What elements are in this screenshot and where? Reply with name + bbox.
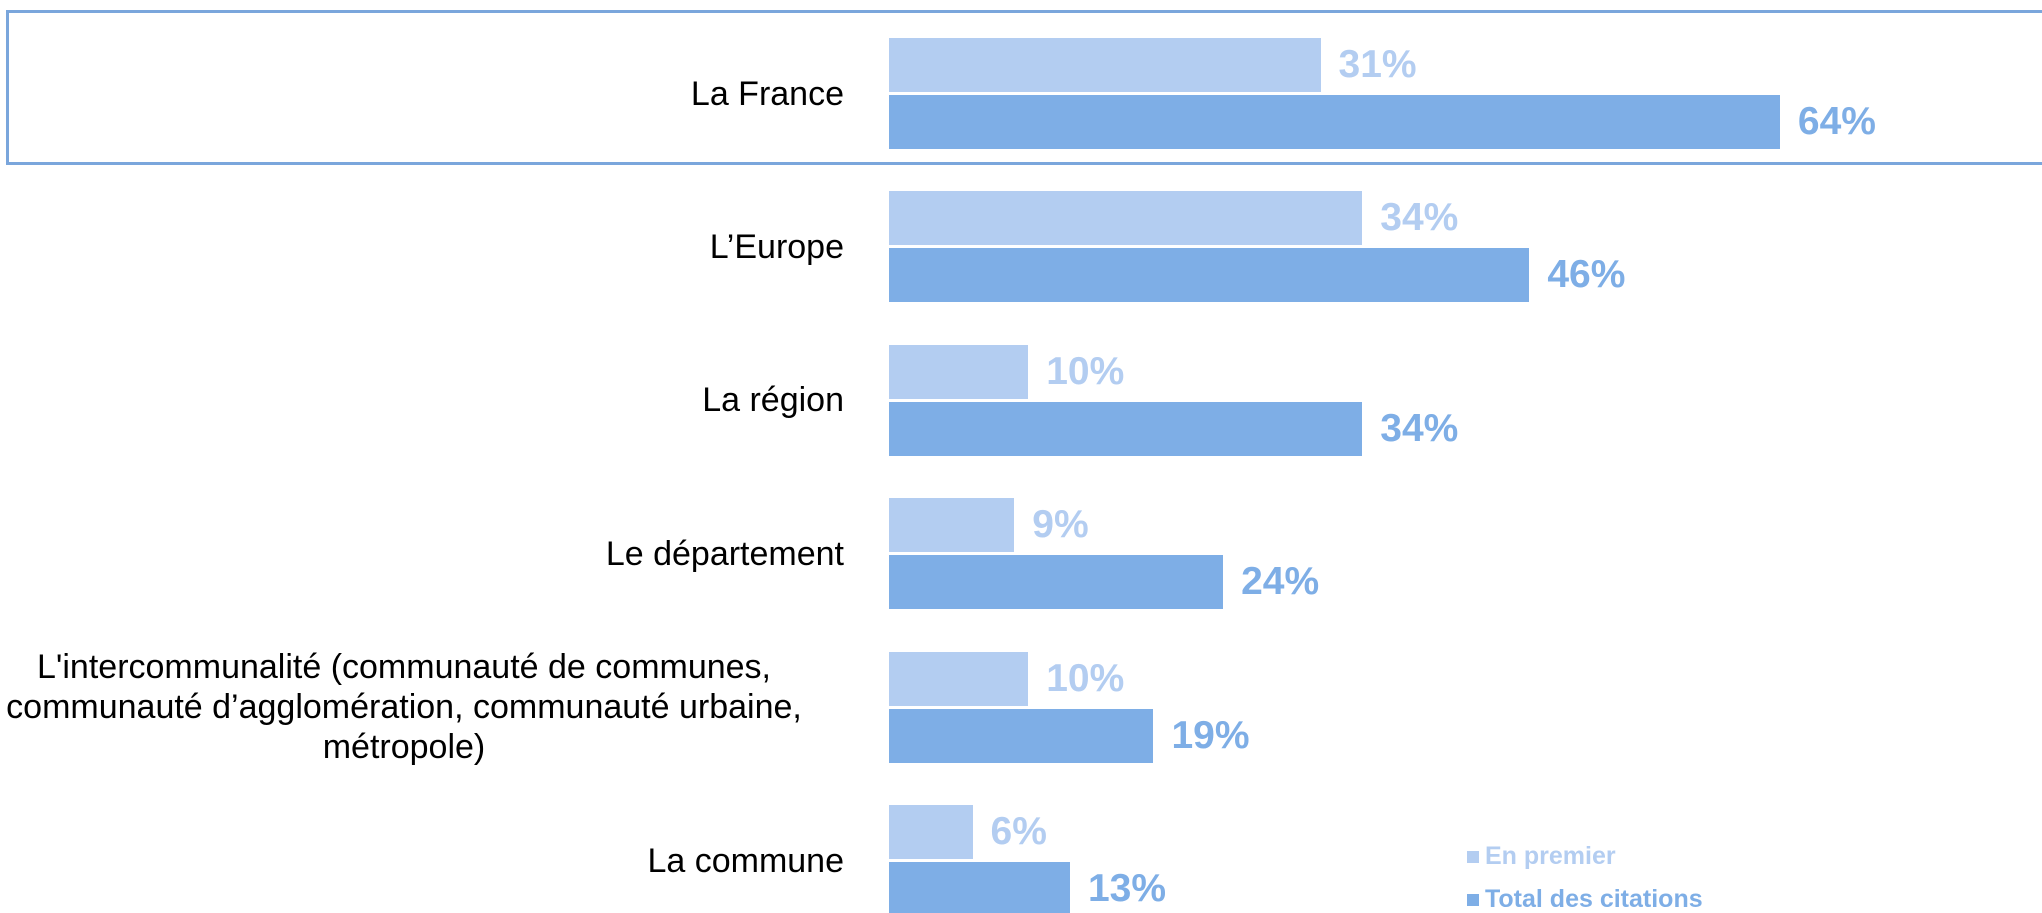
value-label: 34% [1380, 406, 1459, 450]
value-label: 19% [1171, 713, 1250, 757]
category-label: La région [0, 345, 844, 456]
category-text: Le département [605, 534, 844, 573]
value-label: 46% [1547, 253, 1626, 297]
bar [889, 555, 1224, 610]
legend-entry: Total des citations [1467, 885, 1703, 913]
category-label: L'intercommunalité (communauté de commun… [0, 648, 844, 766]
value-label: 6% [990, 810, 1047, 853]
bar [889, 651, 1029, 706]
category-label: Le département [0, 498, 844, 609]
bar [889, 95, 1780, 149]
category-text: La commune [647, 841, 844, 880]
category-text: L'intercommunalité (communauté de commun… [6, 648, 802, 767]
value-label: 13% [1087, 867, 1167, 910]
value-label: 31% [1338, 43, 1417, 86]
bar [889, 708, 1154, 763]
legend-text: Total des citations [1485, 885, 1703, 913]
bar [889, 498, 1015, 553]
bar [889, 805, 973, 859]
category-text: La France [690, 74, 844, 113]
bar [889, 862, 1070, 913]
value-label: 9% [1032, 503, 1089, 547]
category-text: L’Europe [709, 227, 844, 266]
value-label: 10% [1046, 656, 1125, 700]
category-label: La France [0, 38, 844, 149]
category-label: L’Europe [0, 191, 844, 302]
legend-swatch [1467, 893, 1479, 906]
value-label: 10% [1046, 349, 1125, 393]
bar [889, 344, 1029, 399]
legend-text: En premier [1485, 842, 1616, 870]
highlight-frame [6, 10, 2042, 165]
legend-swatch [1467, 850, 1479, 863]
bar [889, 401, 1363, 456]
value-label: 24% [1241, 560, 1320, 604]
category-label: La commune [0, 805, 844, 913]
bar [889, 38, 1321, 92]
bar [889, 248, 1530, 303]
legend-entry: En premier [1467, 842, 1616, 871]
value-label: 64% [1797, 100, 1876, 143]
value-label: 34% [1380, 196, 1459, 240]
category-text: La région [702, 381, 844, 420]
bar [889, 191, 1363, 246]
